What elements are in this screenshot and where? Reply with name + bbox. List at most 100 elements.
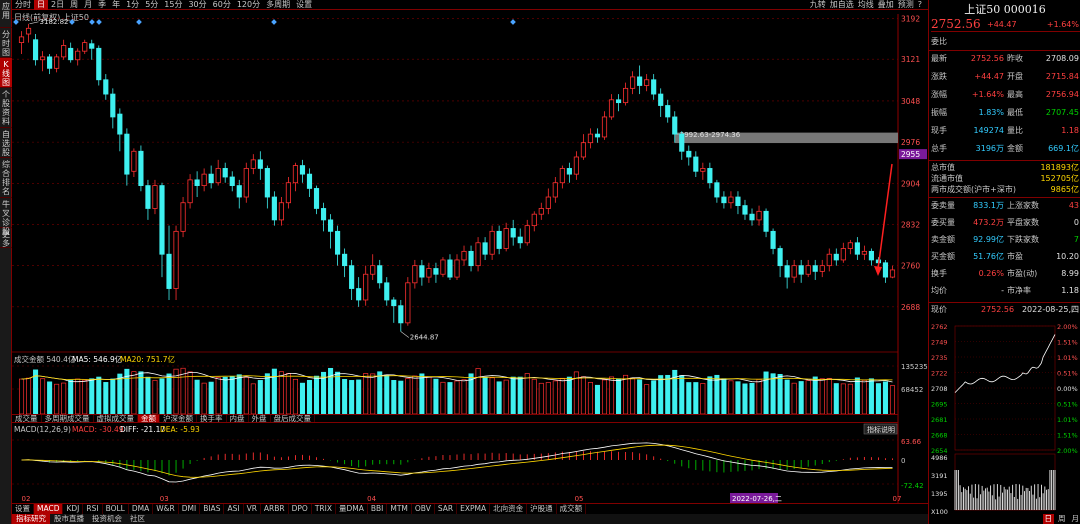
candle-body[interactable] bbox=[194, 179, 200, 186]
candle-body[interactable] bbox=[412, 265, 418, 284]
candle-body[interactable] bbox=[419, 265, 425, 278]
period-tab[interactable]: 季 bbox=[98, 0, 107, 9]
candle-body[interactable] bbox=[693, 156, 699, 172]
period-tab[interactable]: 5分 bbox=[145, 0, 159, 9]
candle-body[interactable] bbox=[342, 253, 348, 267]
period-tab[interactable]: 60分 bbox=[212, 0, 231, 9]
candle-body[interactable] bbox=[665, 105, 671, 118]
candle-body[interactable] bbox=[545, 196, 551, 209]
candle-body[interactable] bbox=[861, 250, 867, 255]
candle-body[interactable] bbox=[187, 179, 193, 204]
candle-body[interactable] bbox=[728, 196, 734, 204]
candle-body[interactable] bbox=[384, 282, 390, 301]
candle-body[interactable] bbox=[573, 156, 579, 175]
candle-body[interactable] bbox=[531, 213, 537, 227]
indicator-tab[interactable]: DMI bbox=[179, 504, 201, 514]
candle-body[interactable] bbox=[672, 116, 678, 135]
volume-tab[interactable]: 虚拟成交量 bbox=[94, 415, 138, 423]
volume-tab[interactable]: 成交量 bbox=[12, 415, 42, 423]
indicator-tab[interactable]: BOLL bbox=[103, 504, 129, 514]
candle-body[interactable] bbox=[580, 142, 587, 158]
candle-body[interactable] bbox=[840, 248, 846, 261]
candle-body[interactable] bbox=[538, 208, 544, 215]
candle-body[interactable] bbox=[679, 133, 685, 152]
candle-body[interactable] bbox=[159, 185, 165, 255]
candle-body[interactable] bbox=[601, 116, 608, 138]
left-tab[interactable]: 自选股 bbox=[0, 130, 12, 158]
mini-chart-tab[interactable]: 月 bbox=[1071, 514, 1080, 523]
candle-body[interactable] bbox=[559, 168, 565, 184]
volume-tab[interactable]: 多周期成交量 bbox=[42, 415, 94, 423]
candle-body[interactable] bbox=[363, 273, 369, 301]
indicator-tab[interactable]: ARBR bbox=[261, 504, 289, 514]
candle-body[interactable] bbox=[327, 219, 334, 232]
candle-body[interactable] bbox=[805, 265, 811, 275]
period-tab[interactable]: 15分 bbox=[164, 0, 183, 9]
candle-body[interactable] bbox=[791, 265, 797, 278]
candle-body[interactable] bbox=[222, 168, 228, 178]
indicator-tab[interactable]: SAR bbox=[435, 504, 458, 514]
candle-body[interactable] bbox=[201, 173, 207, 186]
candle-body[interactable] bbox=[777, 248, 783, 267]
candle-body[interactable] bbox=[110, 93, 116, 118]
candle-body[interactable] bbox=[257, 159, 263, 169]
candle-body[interactable] bbox=[25, 27, 32, 35]
candle-body[interactable] bbox=[721, 196, 727, 204]
period-tab[interactable]: 30分 bbox=[188, 0, 207, 9]
indicator-tab[interactable]: ASI bbox=[224, 504, 244, 514]
candle-body[interactable] bbox=[784, 265, 790, 278]
candle-body[interactable] bbox=[587, 133, 594, 144]
indicator-tab[interactable]: DPO bbox=[289, 504, 312, 514]
candle-body[interactable] bbox=[47, 56, 53, 69]
candle-body[interactable] bbox=[292, 165, 299, 184]
candle-body[interactable] bbox=[608, 99, 615, 118]
candle-body[interactable] bbox=[433, 268, 439, 275]
candle-body[interactable] bbox=[335, 230, 341, 255]
left-tab[interactable]: K线图 bbox=[0, 58, 12, 88]
candle-body[interactable] bbox=[566, 168, 572, 175]
period-tab[interactable]: 2日 bbox=[51, 0, 65, 9]
candle-body[interactable] bbox=[89, 43, 95, 49]
candle-body[interactable] bbox=[615, 99, 622, 104]
period-tab[interactable]: 月 bbox=[84, 0, 93, 9]
candle-body[interactable] bbox=[426, 268, 432, 278]
candle-body[interactable] bbox=[468, 250, 474, 267]
candle-body[interactable] bbox=[306, 173, 313, 189]
footer-tab[interactable]: 指标研究 bbox=[12, 514, 50, 524]
volume-tab[interactable]: 沪深金额 bbox=[160, 415, 197, 423]
candle-body[interactable] bbox=[349, 265, 355, 289]
candle-body[interactable] bbox=[622, 87, 629, 104]
left-tab[interactable]: 分时图 bbox=[0, 30, 12, 58]
left-tab[interactable]: 个股资料 bbox=[0, 90, 12, 128]
candle-body[interactable] bbox=[819, 265, 825, 272]
indicator-tab[interactable]: RSI bbox=[83, 504, 103, 514]
candle-body[interactable] bbox=[173, 230, 179, 289]
candle-body[interactable] bbox=[96, 47, 102, 81]
candle-body[interactable] bbox=[405, 282, 411, 324]
candle-body[interactable] bbox=[285, 182, 292, 204]
indicator-tab[interactable]: MTM bbox=[387, 504, 412, 514]
candle-body[interactable] bbox=[658, 93, 664, 106]
candle-body[interactable] bbox=[651, 79, 657, 95]
volume-tab[interactable]: 外盘 bbox=[249, 415, 271, 423]
period-tab[interactable]: 年 bbox=[112, 0, 121, 9]
candle-body[interactable] bbox=[447, 259, 453, 278]
candle-body[interactable] bbox=[763, 210, 769, 232]
candle-body[interactable] bbox=[40, 56, 46, 61]
candle-body[interactable] bbox=[440, 259, 446, 275]
candle-body[interactable] bbox=[82, 42, 88, 52]
left-tab[interactable]: 更多 bbox=[0, 230, 12, 248]
volume-tab[interactable]: 盘后成交量 bbox=[271, 415, 315, 423]
candle-body[interactable] bbox=[356, 288, 362, 301]
candle-body[interactable] bbox=[868, 250, 874, 261]
candle-body[interactable] bbox=[644, 79, 650, 86]
indicator-help-button[interactable] bbox=[863, 423, 898, 435]
candle-body[interactable] bbox=[243, 168, 249, 198]
volume-tab[interactable]: 金额 bbox=[138, 415, 160, 423]
period-tab[interactable]: 分时 bbox=[15, 0, 31, 9]
candle-body[interactable] bbox=[229, 176, 235, 186]
candle-body[interactable] bbox=[749, 213, 755, 221]
candle-body[interactable] bbox=[833, 253, 839, 261]
period-tab[interactable]: 多周期 bbox=[266, 0, 291, 9]
indicator-tab[interactable]: TRIX bbox=[312, 504, 336, 514]
